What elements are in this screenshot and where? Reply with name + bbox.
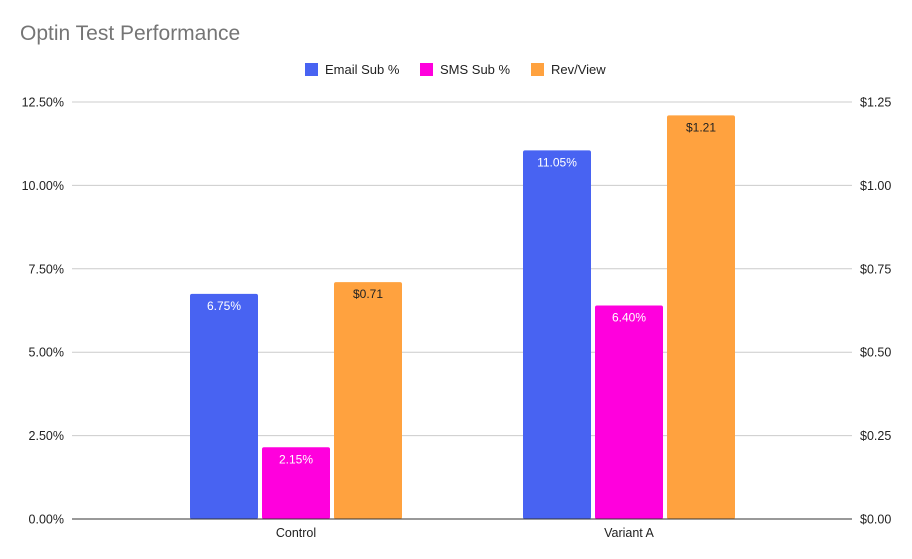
right-tick-label: $0.50 <box>860 346 891 360</box>
bar-label-sms-sub-control: 2.15% <box>279 452 313 466</box>
legend-label: Email Sub % <box>325 62 400 77</box>
legend-swatch <box>531 63 544 76</box>
left-tick-label: 10.00% <box>22 179 64 193</box>
right-tick-label: $0.25 <box>860 429 891 443</box>
bar-label-email-sub-control: 6.75% <box>207 299 241 313</box>
right-axis: $0.00 $0.25 $0.50 $0.75 $1.00 $1.25 <box>860 96 891 527</box>
right-tick-label: $0.75 <box>860 262 891 276</box>
right-tick-label: $1.25 <box>860 96 891 110</box>
right-tick-label: $1.00 <box>860 179 891 193</box>
legend-item-sms-sub: SMS Sub % <box>420 62 511 77</box>
category-label-variant-a: Variant A <box>604 526 654 540</box>
bar-email-sub-variant-a <box>523 150 591 519</box>
bars: 6.75% 2.15% $0.71 11.05% 6.40% $1.21 <box>190 115 735 520</box>
right-tick-label: $0.00 <box>860 513 891 527</box>
chart-title: Optin Test Performance <box>20 22 240 45</box>
bar-sms-sub-control <box>262 447 330 519</box>
legend-label: SMS Sub % <box>440 62 511 77</box>
left-tick-label: 5.00% <box>29 346 64 360</box>
bar-email-sub-control <box>190 293 258 519</box>
legend-swatch <box>305 63 318 76</box>
left-tick-label: 2.50% <box>29 429 64 443</box>
bar-rev-view-variant-a <box>667 115 735 520</box>
legend-item-email-sub: Email Sub % <box>305 62 400 77</box>
bar-rev-view-control <box>334 282 402 519</box>
left-axis: 0.00% 2.50% 5.00% 7.50% 10.00% 12.50% <box>22 96 64 527</box>
left-tick-label: 12.50% <box>22 96 64 110</box>
legend-label: Rev/View <box>551 62 606 77</box>
bar-label-sms-sub-variant-a: 6.40% <box>612 310 646 324</box>
legend-item-rev-view: Rev/View <box>531 62 606 77</box>
left-tick-label: 7.50% <box>29 262 64 276</box>
legend-swatch <box>420 63 433 76</box>
bar-sms-sub-variant-a <box>595 305 663 519</box>
x-axis: Control Variant A <box>72 518 852 540</box>
legend: Email Sub % SMS Sub % Rev/View <box>305 62 606 77</box>
bar-label-email-sub-variant-a: 11.05% <box>537 155 577 169</box>
category-label-control: Control <box>276 526 316 540</box>
bar-label-rev-view-variant-a: $1.21 <box>686 120 716 134</box>
left-tick-label: 0.00% <box>29 513 64 527</box>
bar-label-rev-view-control: $0.71 <box>353 287 383 301</box>
